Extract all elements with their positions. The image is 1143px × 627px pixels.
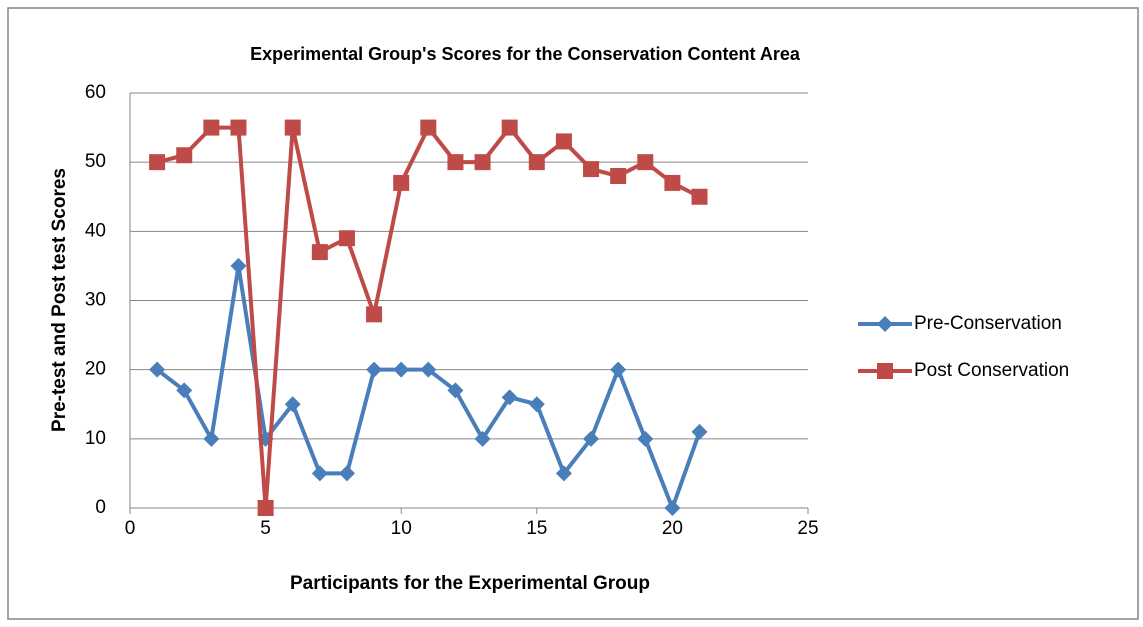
data-point	[528, 154, 545, 171]
data-point	[149, 154, 166, 171]
data-point	[555, 133, 572, 150]
legend-marker	[877, 316, 893, 332]
x-tick-label: 10	[391, 518, 412, 539]
y-tick-label: 50	[85, 151, 106, 172]
data-point	[474, 154, 491, 171]
data-point	[447, 154, 464, 171]
data-point	[366, 361, 383, 378]
data-point	[420, 119, 437, 136]
legend-label: Post Conservation	[914, 360, 1069, 381]
x-tick-label: 0	[125, 518, 136, 539]
data-point	[664, 174, 681, 191]
data-point	[420, 361, 437, 378]
chart-border	[7, 7, 1139, 620]
legend-label: Pre-Conservation	[914, 313, 1062, 334]
data-point	[338, 230, 355, 247]
data-point	[664, 500, 681, 516]
x-tick-label: 20	[662, 518, 683, 539]
chart-title: Experimental Group's Scores for the Cons…	[250, 44, 801, 64]
data-point	[691, 188, 708, 205]
data-point	[284, 396, 301, 413]
data-point	[691, 423, 708, 440]
data-point	[637, 154, 654, 171]
data-point	[311, 465, 328, 482]
legend-marker	[877, 363, 893, 379]
data-point	[203, 430, 220, 447]
data-point	[501, 389, 518, 406]
y-axis-label: Pre-test and Post test Scores	[49, 168, 70, 432]
x-tick-label: 15	[526, 518, 547, 539]
data-point	[447, 382, 464, 399]
data-point	[176, 147, 193, 164]
data-point	[366, 306, 383, 323]
y-tick-label: 10	[85, 428, 106, 449]
data-point	[393, 174, 410, 191]
data-point	[149, 361, 166, 378]
y-tick-label: 40	[85, 220, 106, 241]
data-point	[501, 119, 518, 136]
x-tick-label: 5	[260, 518, 271, 539]
data-point	[284, 119, 301, 136]
data-point	[311, 244, 328, 261]
y-tick-label: 0	[95, 497, 106, 518]
data-point	[230, 119, 247, 136]
data-point	[583, 430, 600, 447]
data-point	[257, 500, 274, 516]
x-tick-label: 25	[797, 518, 818, 539]
y-tick-label: 30	[85, 290, 106, 311]
data-point	[610, 168, 627, 184]
y-tick-label: 60	[85, 82, 106, 103]
data-point	[203, 119, 220, 136]
data-point	[338, 465, 355, 482]
data-point	[555, 465, 572, 482]
data-point	[176, 382, 193, 399]
data-point	[583, 161, 600, 178]
data-point	[637, 430, 654, 447]
data-point	[528, 396, 545, 413]
data-point	[610, 361, 627, 378]
data-point	[230, 257, 247, 274]
y-tick-label: 20	[85, 359, 106, 380]
data-point	[474, 430, 491, 447]
x-axis-label: Participants for the Experimental Group	[290, 573, 650, 594]
data-point	[393, 361, 410, 378]
